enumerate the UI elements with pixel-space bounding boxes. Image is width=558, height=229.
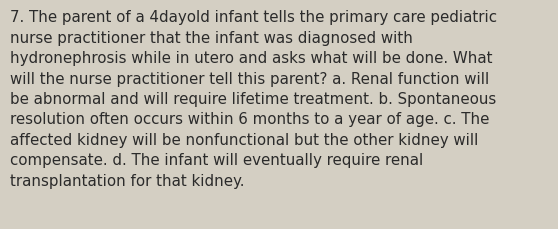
Text: 7. The parent of a 4dayold infant tells the primary care pediatric
nurse practit: 7. The parent of a 4dayold infant tells … [10,10,497,188]
